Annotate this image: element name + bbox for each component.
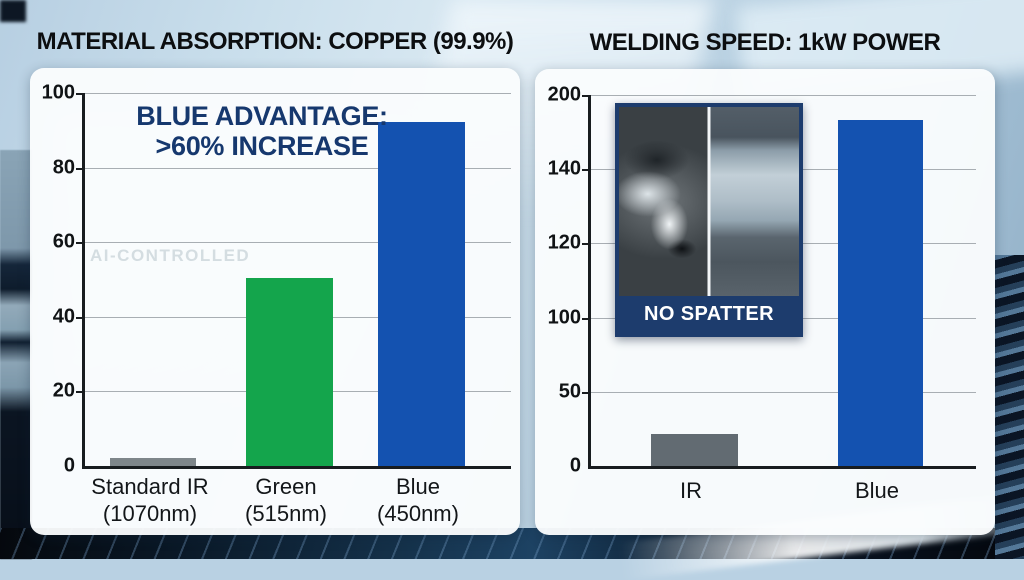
axis-tick bbox=[582, 391, 591, 394]
bar-standard-ir bbox=[110, 458, 196, 466]
y-axis-label: 40 bbox=[52, 305, 75, 328]
background-dark-corner bbox=[0, 0, 26, 22]
gridline bbox=[591, 95, 976, 96]
background-machine-rack bbox=[995, 255, 1024, 559]
y-axis-label: 0 bbox=[63, 454, 75, 477]
left-chart-panel: 100 80 60 40 20 0 AI-CONTROLLED BLUE ADV… bbox=[30, 68, 520, 535]
category-wavelength: (1070nm) bbox=[102, 500, 198, 526]
annotation-line-2: >60% INCREASE bbox=[155, 131, 369, 162]
bar-blue bbox=[838, 120, 923, 466]
axis-tick bbox=[582, 95, 591, 97]
gridline bbox=[591, 391, 976, 393]
axis-tick bbox=[76, 242, 85, 245]
weld-photos bbox=[619, 107, 799, 296]
right-chart-plot-area: 200 140 120 100 50 0 NO SPATTER bbox=[548, 84, 976, 477]
x-axis-label-standard-ir: Standard IR (1070nm) bbox=[70, 474, 230, 528]
axis-tick bbox=[76, 93, 85, 95]
no-spatter-caption: NO SPATTER bbox=[619, 296, 799, 333]
photo-divider bbox=[707, 107, 711, 296]
y-axis-label: 100 bbox=[547, 306, 581, 329]
y-axis-label: 200 bbox=[547, 83, 581, 106]
axis-tick bbox=[76, 391, 85, 394]
axis-tick bbox=[76, 167, 85, 170]
right-chart-title: WELDING SPEED: 1kW POWER bbox=[589, 29, 941, 56]
x-axis-label-blue: Blue bbox=[854, 478, 900, 503]
x-axis-label-ir: IR bbox=[680, 478, 702, 503]
y-axis-label: 0 bbox=[569, 454, 581, 477]
y-axis-label: 60 bbox=[52, 230, 75, 253]
bar-green bbox=[246, 278, 333, 466]
y-axis-label: 80 bbox=[52, 156, 75, 179]
left-chart-plot-area: 100 80 60 40 20 0 AI-CONTROLLED BLUE ADV… bbox=[42, 82, 511, 477]
right-chart-panel: 200 140 120 100 50 0 NO SPATTER IR Blue bbox=[535, 69, 995, 535]
axis-tick bbox=[582, 169, 591, 172]
y-axis-label: 50 bbox=[558, 380, 581, 403]
x-axis-label-blue: Blue (450nm) bbox=[338, 474, 498, 528]
gridline bbox=[85, 93, 511, 94]
y-axis-label: 20 bbox=[52, 379, 75, 402]
category-name: Blue bbox=[395, 474, 441, 499]
background-machine-left bbox=[0, 150, 32, 559]
weld-photo-clean bbox=[709, 107, 799, 296]
category-name: Green bbox=[255, 474, 317, 499]
bar-ir bbox=[651, 434, 738, 466]
weld-comparison-inset: NO SPATTER bbox=[615, 103, 803, 337]
y-axis-label: 120 bbox=[547, 231, 581, 254]
bar-blue bbox=[378, 122, 465, 466]
axis-tick bbox=[582, 317, 591, 320]
axis-tick bbox=[76, 316, 85, 319]
category-name: Standard IR bbox=[91, 474, 209, 499]
category-wavelength: (515nm) bbox=[245, 500, 327, 526]
gridline bbox=[85, 167, 511, 169]
left-chart-title: MATERIAL ABSORPTION: COPPER (99.9%) bbox=[36, 28, 514, 55]
gridline bbox=[85, 242, 511, 244]
ai-controlled-watermark: AI-CONTROLLED bbox=[90, 246, 251, 265]
category-wavelength: (450nm) bbox=[377, 500, 459, 526]
y-axis-label: 140 bbox=[547, 157, 581, 180]
blue-advantage-annotation: BLUE ADVANTAGE: >60% INCREASE bbox=[92, 101, 432, 161]
annotation-line-1: BLUE ADVANTAGE: bbox=[136, 101, 388, 131]
weld-photo-spatter bbox=[619, 107, 709, 296]
axis-tick bbox=[582, 243, 591, 246]
x-axis-label-green: Green (515nm) bbox=[206, 474, 366, 528]
y-axis-label: 100 bbox=[41, 81, 75, 104]
